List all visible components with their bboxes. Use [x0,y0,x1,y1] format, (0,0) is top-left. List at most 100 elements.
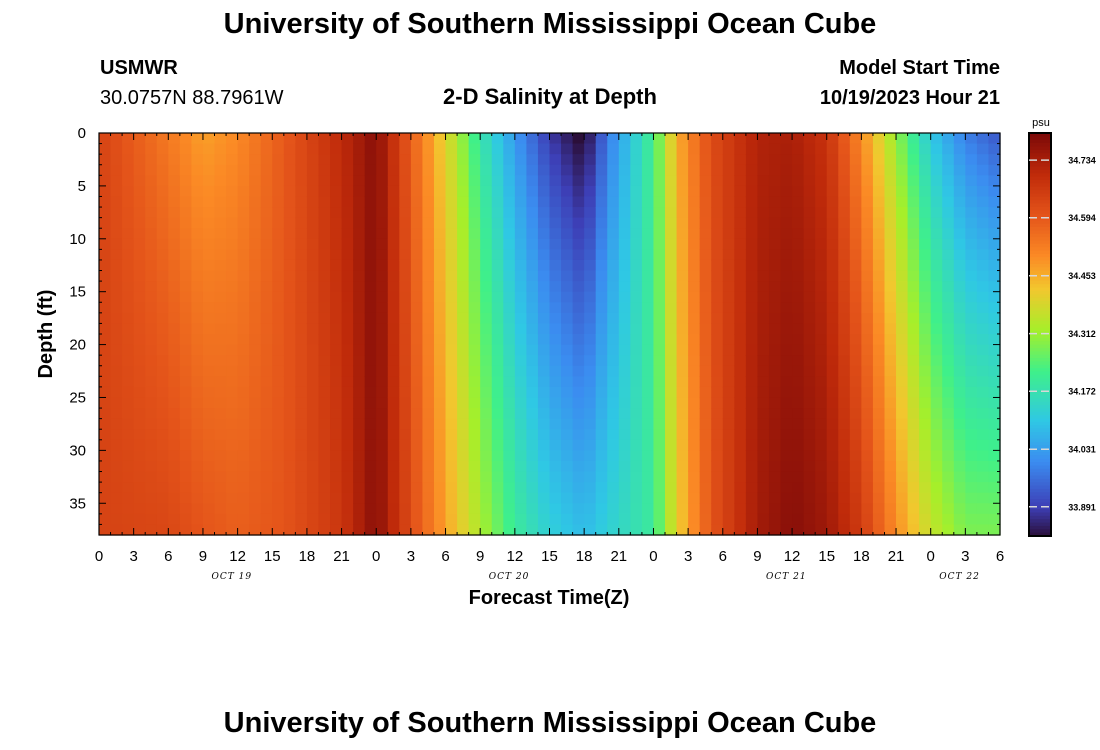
heatmap-cell [722,471,735,483]
heatmap-cell [306,249,320,261]
heatmap-cell [549,238,562,250]
heatmap-cell [295,312,308,325]
heatmap-cell [364,482,377,494]
heatmap-cell [561,450,574,462]
heatmap-cell [884,207,897,219]
heatmap-cell [422,418,435,430]
heatmap-cell [930,524,943,536]
colorbar-segment [1029,354,1051,359]
heatmap-cell [122,408,135,420]
heatmap-cell [191,196,204,208]
heatmap-cell [953,228,966,240]
heatmap-cell [688,164,701,176]
heatmap-cell [445,143,458,155]
heatmap-cell [457,185,470,198]
heatmap-cell [607,259,620,272]
heatmap-cell [537,460,551,473]
heatmap-cell [676,270,689,282]
heatmap-cell [607,482,620,494]
heatmap-cell [653,471,666,483]
heatmap-cell [803,471,816,483]
heatmap-cell [849,217,862,229]
heatmap-cell [330,355,343,367]
heatmap-cell [630,408,643,420]
heatmap-cell [745,344,759,356]
heatmap-cell [457,355,470,367]
heatmap-cell [99,270,112,282]
heatmap-cell [849,355,862,367]
heatmap-cell [514,408,527,420]
heatmap-cell [364,450,377,462]
heatmap-cell [376,281,389,293]
heatmap-cell [214,460,227,473]
heatmap-cell [803,386,816,399]
heatmap-cell [595,312,608,325]
heatmap-cell [214,143,227,155]
heatmap-cell [815,418,828,430]
heatmap-cell [572,281,585,293]
heatmap-cell [156,249,169,261]
heatmap-cell [745,471,759,483]
heatmap-cell [226,196,239,208]
heatmap-cell [260,133,273,145]
heatmap-cell [249,281,262,293]
heatmap-cell [214,355,227,367]
heatmap-cell [930,450,943,462]
heatmap-cell [849,482,862,494]
heatmap-cell [699,503,712,515]
heatmap-cell [514,355,527,367]
heatmap-cell [768,302,782,314]
heatmap-cell [468,408,481,420]
heatmap-cell [757,460,770,473]
heatmap-cell [826,524,839,536]
heatmap-cell [399,471,412,483]
heatmap-cell [156,386,169,399]
heatmap-cell [572,302,585,314]
colorbar-segment [1029,421,1051,426]
heatmap-cell [711,217,724,229]
heatmap-cell [780,133,793,145]
heatmap-cell [734,249,747,261]
heatmap-cell [849,365,862,377]
heatmap-cell [433,249,447,261]
heatmap-cell [607,302,620,314]
heatmap-cell [699,302,712,314]
heatmap-cell [907,133,920,145]
heatmap-cell [722,439,735,451]
colorbar-segment [1029,149,1051,154]
heatmap-cell [849,291,862,303]
heatmap-cell [133,492,146,504]
heatmap-cell [722,281,735,293]
heatmap-cell [330,513,343,526]
heatmap-cell [953,460,966,473]
heatmap-cell [757,175,770,187]
heatmap-cell [896,344,909,356]
heatmap-cell [410,397,424,409]
heatmap-cell [803,281,816,293]
heatmap-cell [849,323,862,335]
heatmap-cell [491,471,504,483]
heatmap-cell [156,450,169,462]
heatmap-cell [676,344,689,356]
heatmap-cell [445,429,458,441]
heatmap-cell [930,217,943,229]
heatmap-cell [768,482,782,494]
heatmap-cell [768,291,782,303]
heatmap-cell [433,418,447,430]
heatmap-cell [815,249,828,261]
heatmap-cell [803,460,816,473]
heatmap-cell [572,344,585,356]
heatmap-cell [433,185,447,198]
heatmap-cell [468,355,481,367]
heatmap-cell [930,302,943,314]
heatmap-cell [930,259,943,272]
heatmap-cell [260,302,273,314]
heatmap-cell [341,334,354,346]
heatmap-cell [988,513,1001,526]
heatmap-cell [480,323,493,335]
heatmap-cell [445,270,458,282]
heatmap-cell [665,492,678,504]
heatmap-cell [688,238,701,250]
heatmap-cell [387,482,400,494]
heatmap-cell [526,397,539,409]
